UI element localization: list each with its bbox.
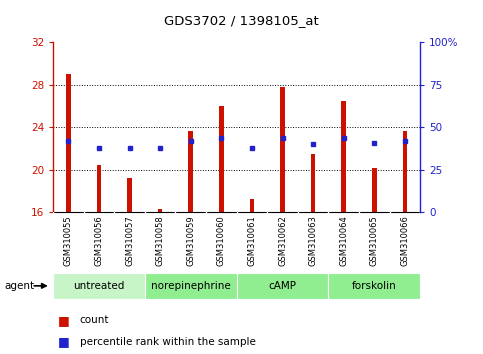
Text: GSM310060: GSM310060 xyxy=(217,215,226,266)
Text: count: count xyxy=(80,315,109,325)
Text: GSM310063: GSM310063 xyxy=(309,215,318,266)
Bar xyxy=(145,273,237,298)
Text: GSM310058: GSM310058 xyxy=(156,215,165,266)
Bar xyxy=(328,273,420,298)
Text: GDS3702 / 1398105_at: GDS3702 / 1398105_at xyxy=(164,14,319,27)
Text: agent: agent xyxy=(5,281,35,291)
Bar xyxy=(372,168,377,212)
Text: GSM310062: GSM310062 xyxy=(278,215,287,266)
Bar xyxy=(53,273,145,298)
Bar xyxy=(403,131,407,212)
Text: GSM310065: GSM310065 xyxy=(370,215,379,266)
Text: ■: ■ xyxy=(58,335,70,348)
Text: percentile rank within the sample: percentile rank within the sample xyxy=(80,337,256,347)
Bar xyxy=(250,199,254,212)
Text: GSM310066: GSM310066 xyxy=(400,215,410,266)
Text: GSM310061: GSM310061 xyxy=(247,215,256,266)
Text: GSM310059: GSM310059 xyxy=(186,215,195,266)
Bar xyxy=(219,106,224,212)
Bar xyxy=(128,178,132,212)
Text: forskolin: forskolin xyxy=(352,281,397,291)
Text: untreated: untreated xyxy=(73,281,125,291)
Bar xyxy=(188,131,193,212)
Text: GSM310064: GSM310064 xyxy=(339,215,348,266)
Text: GSM310057: GSM310057 xyxy=(125,215,134,266)
Bar xyxy=(237,273,328,298)
Bar xyxy=(280,87,285,212)
Text: GSM310055: GSM310055 xyxy=(64,215,73,266)
Bar xyxy=(311,154,315,212)
Text: ■: ■ xyxy=(58,314,70,327)
Bar xyxy=(66,74,71,212)
Bar xyxy=(97,165,101,212)
Text: cAMP: cAMP xyxy=(269,281,297,291)
Bar xyxy=(341,101,346,212)
Text: GSM310056: GSM310056 xyxy=(95,215,103,266)
Bar xyxy=(158,209,162,212)
Text: norepinephrine: norepinephrine xyxy=(151,281,231,291)
